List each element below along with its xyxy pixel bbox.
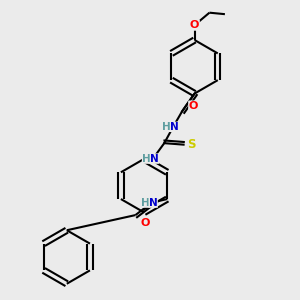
Text: O: O	[190, 20, 199, 30]
Text: N: N	[150, 154, 159, 164]
Text: N: N	[149, 198, 158, 208]
Text: O: O	[189, 101, 198, 111]
Text: H: H	[141, 198, 150, 208]
Text: N: N	[170, 122, 179, 132]
Text: H: H	[142, 154, 151, 164]
Text: S: S	[187, 138, 195, 151]
Text: H: H	[162, 122, 171, 132]
Text: O: O	[140, 218, 150, 228]
